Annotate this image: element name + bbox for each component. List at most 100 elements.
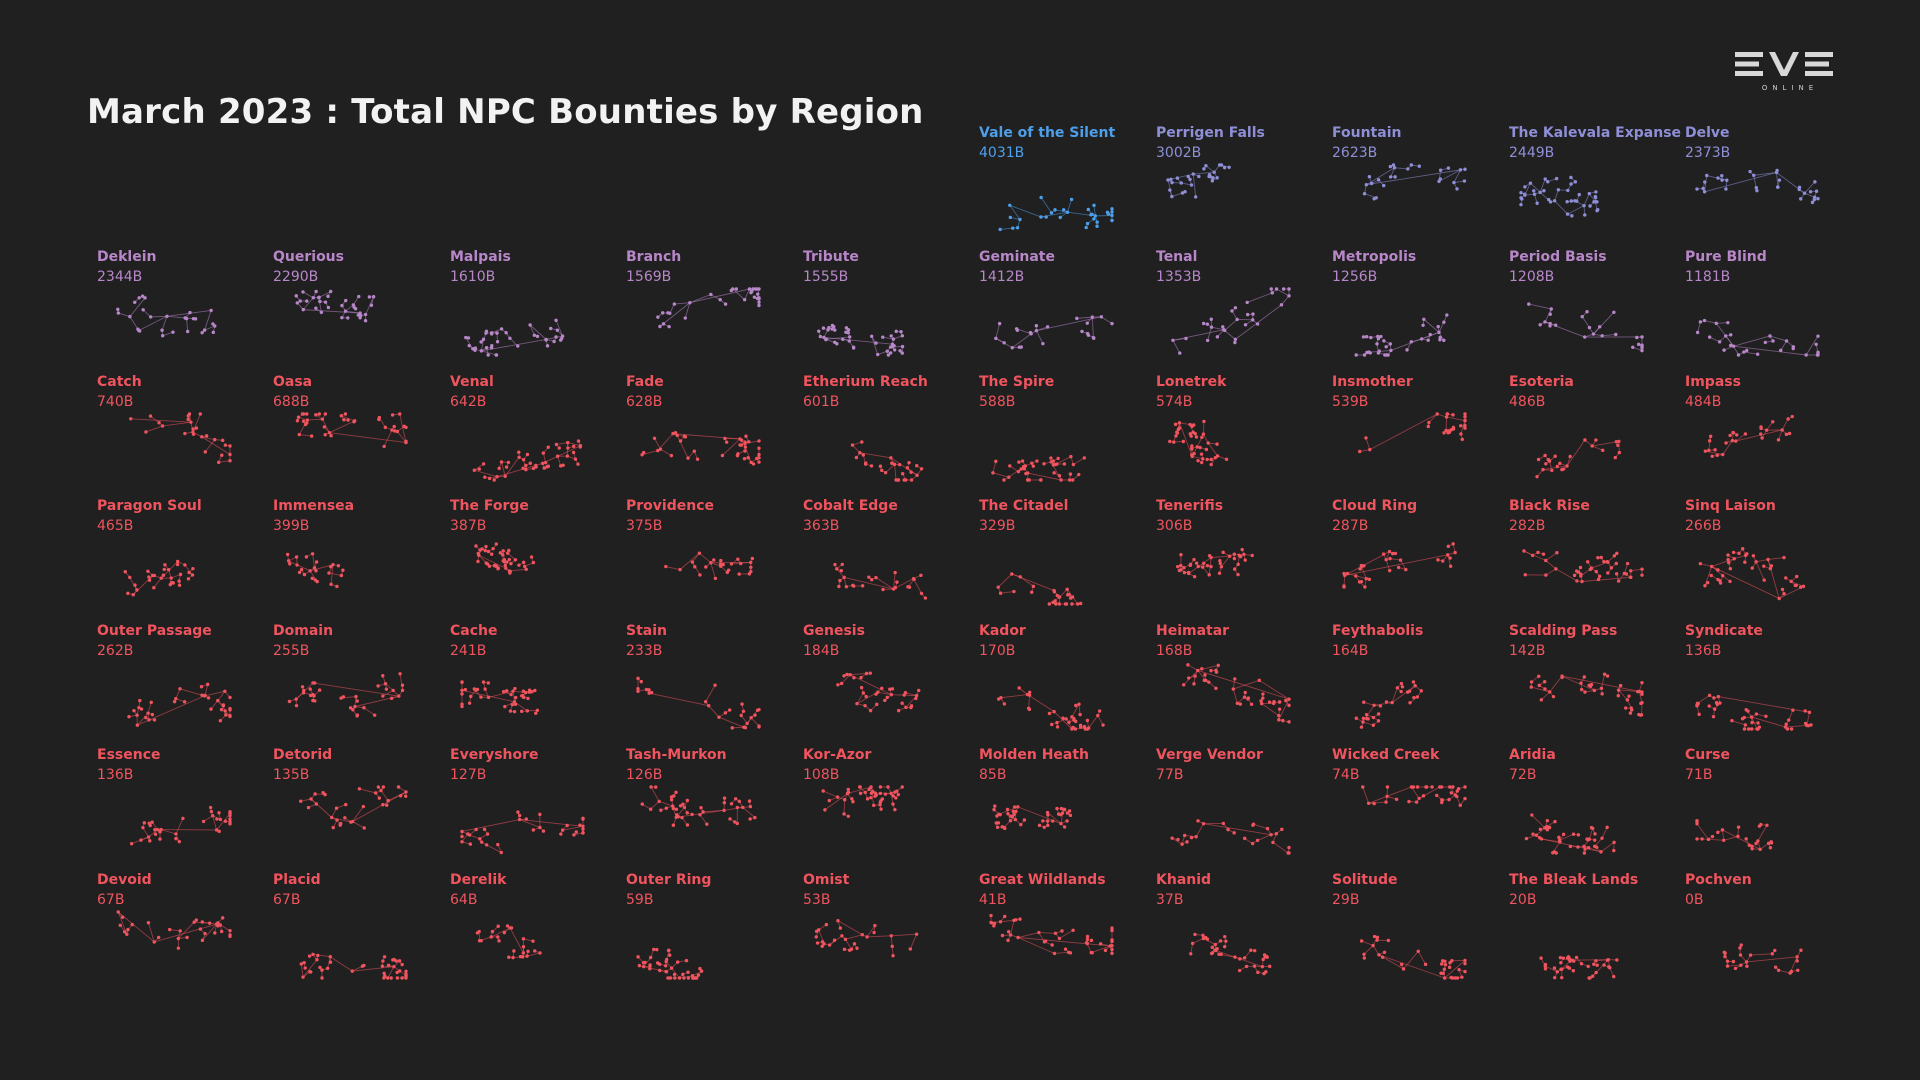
region-wicked-creek: Wicked Creek 74B (1332, 747, 1497, 862)
star-map-systems (1535, 438, 1622, 479)
region-name: The Kalevala Expanse (1509, 125, 1682, 141)
star-map-links (1540, 956, 1617, 979)
region-bounty-value: 282B (1509, 518, 1546, 534)
logo-subtext: ONLINE (1761, 84, 1819, 92)
region-name: The Forge (450, 498, 529, 514)
region-name: Catch (97, 374, 142, 390)
region-bounty-value: 2344B (97, 269, 143, 285)
region-bounty-value: 77B (1156, 767, 1184, 783)
region-star-map (1171, 287, 1291, 355)
region-pochven: Pochven 0B (1685, 872, 1850, 987)
region-the-forge: The Forge 387B (450, 498, 615, 613)
region-bounty-value: 1353B (1156, 269, 1202, 285)
region-bounty-value: 127B (450, 767, 487, 783)
region-bounty-value: 740B (97, 394, 134, 410)
region-cache: Cache 241B (450, 623, 615, 738)
region-stain: Stain 233B (626, 623, 791, 738)
region-star-map (991, 454, 1087, 482)
star-map-systems (294, 289, 376, 323)
star-map-systems (1703, 414, 1794, 458)
star-map-systems (996, 686, 1105, 731)
region-name: Verge Vendor (1156, 747, 1263, 763)
region-star-map (129, 805, 232, 846)
region-star-map (464, 318, 565, 357)
star-map-links (1000, 197, 1113, 230)
region-tash-murkon: Tash-Murkon 126B (626, 747, 791, 862)
region-fountain: Fountain 2623B (1332, 125, 1497, 240)
star-map-systems (1527, 302, 1644, 353)
star-map-systems (299, 785, 408, 830)
star-map-systems (1166, 163, 1231, 199)
star-map-systems (850, 440, 924, 482)
region-star-map (656, 287, 761, 329)
region-bounty-value: 1412B (979, 269, 1025, 285)
region-star-map (833, 562, 928, 600)
star-map-systems (474, 542, 536, 575)
region-name: Tenal (1156, 249, 1198, 265)
region-bounty-value: 71B (1685, 767, 1713, 783)
star-map-links (1697, 320, 1819, 356)
region-bounty-value: 628B (626, 394, 663, 410)
star-map-systems (1361, 785, 1467, 808)
star-map-systems (1175, 547, 1254, 579)
star-map-links (1523, 550, 1643, 582)
star-map-systems (989, 913, 1114, 956)
region-star-map (1698, 547, 1806, 601)
region-name: Outer Passage (97, 623, 212, 639)
region-detorid: Detorid 135B (273, 747, 438, 862)
star-map-systems (1529, 672, 1644, 717)
region-name: Aridia (1509, 747, 1556, 763)
region-everyshore: Everyshore 127B (450, 747, 615, 862)
region-bounty-value: 486B (1509, 394, 1546, 410)
region-bounty-value: 74B (1332, 767, 1360, 783)
star-map-systems (295, 412, 408, 449)
region-name: Tribute (803, 249, 859, 265)
region-star-map (294, 289, 376, 323)
region-bounty-value: 387B (450, 518, 487, 534)
region-name: Detorid (273, 747, 333, 763)
region-name: Placid (273, 872, 321, 888)
star-map-links (1190, 933, 1270, 975)
region-star-map (1522, 549, 1644, 584)
region-star-map (116, 910, 232, 950)
region-name: Kador (979, 623, 1026, 639)
star-map-links (657, 288, 760, 328)
region-outer-passage: Outer Passage 262B (97, 623, 262, 738)
region-name: Lonetrek (1156, 374, 1227, 390)
region-bounty-value: 41B (979, 892, 1007, 908)
region-verge-vendor: Verge Vendor 77B (1156, 747, 1321, 862)
star-map-links (1183, 664, 1290, 723)
region-star-map (1722, 943, 1803, 975)
region-bounty-value: 588B (979, 394, 1016, 410)
region-star-map (475, 924, 542, 960)
star-map-links (1361, 936, 1466, 979)
region-bounty-value: 1208B (1509, 269, 1555, 285)
star-map-systems (833, 562, 928, 600)
region-name: Immensea (273, 498, 355, 514)
star-map-links (822, 786, 903, 817)
region-name: Derelik (450, 872, 507, 888)
star-map-systems (1539, 955, 1619, 980)
region-name: Everyshore (450, 747, 539, 763)
region-name: Pure Blind (1685, 249, 1767, 265)
region-bounty-value: 574B (1156, 394, 1193, 410)
star-map-systems (472, 439, 583, 482)
region-star-map (116, 294, 217, 338)
region-syndicate: Syndicate 136B (1685, 623, 1850, 738)
region-bounty-value: 85B (979, 767, 1007, 783)
star-map-systems (1695, 818, 1774, 852)
region-bounty-value: 306B (1156, 518, 1193, 534)
star-map-links (1171, 820, 1290, 854)
region-bounty-value: 67B (273, 892, 301, 908)
star-map-links (117, 911, 231, 949)
region-star-map (295, 412, 408, 449)
region-bounty-value: 399B (273, 518, 310, 534)
star-map-links (834, 564, 926, 599)
region-star-map (1362, 163, 1467, 201)
star-map-links (992, 456, 1085, 481)
region-name: Impass (1685, 374, 1741, 390)
region-name: Khanid (1156, 872, 1212, 888)
star-map-systems (1354, 313, 1449, 357)
region-bounty-value: 4031B (979, 145, 1025, 161)
star-map-systems (299, 952, 408, 980)
